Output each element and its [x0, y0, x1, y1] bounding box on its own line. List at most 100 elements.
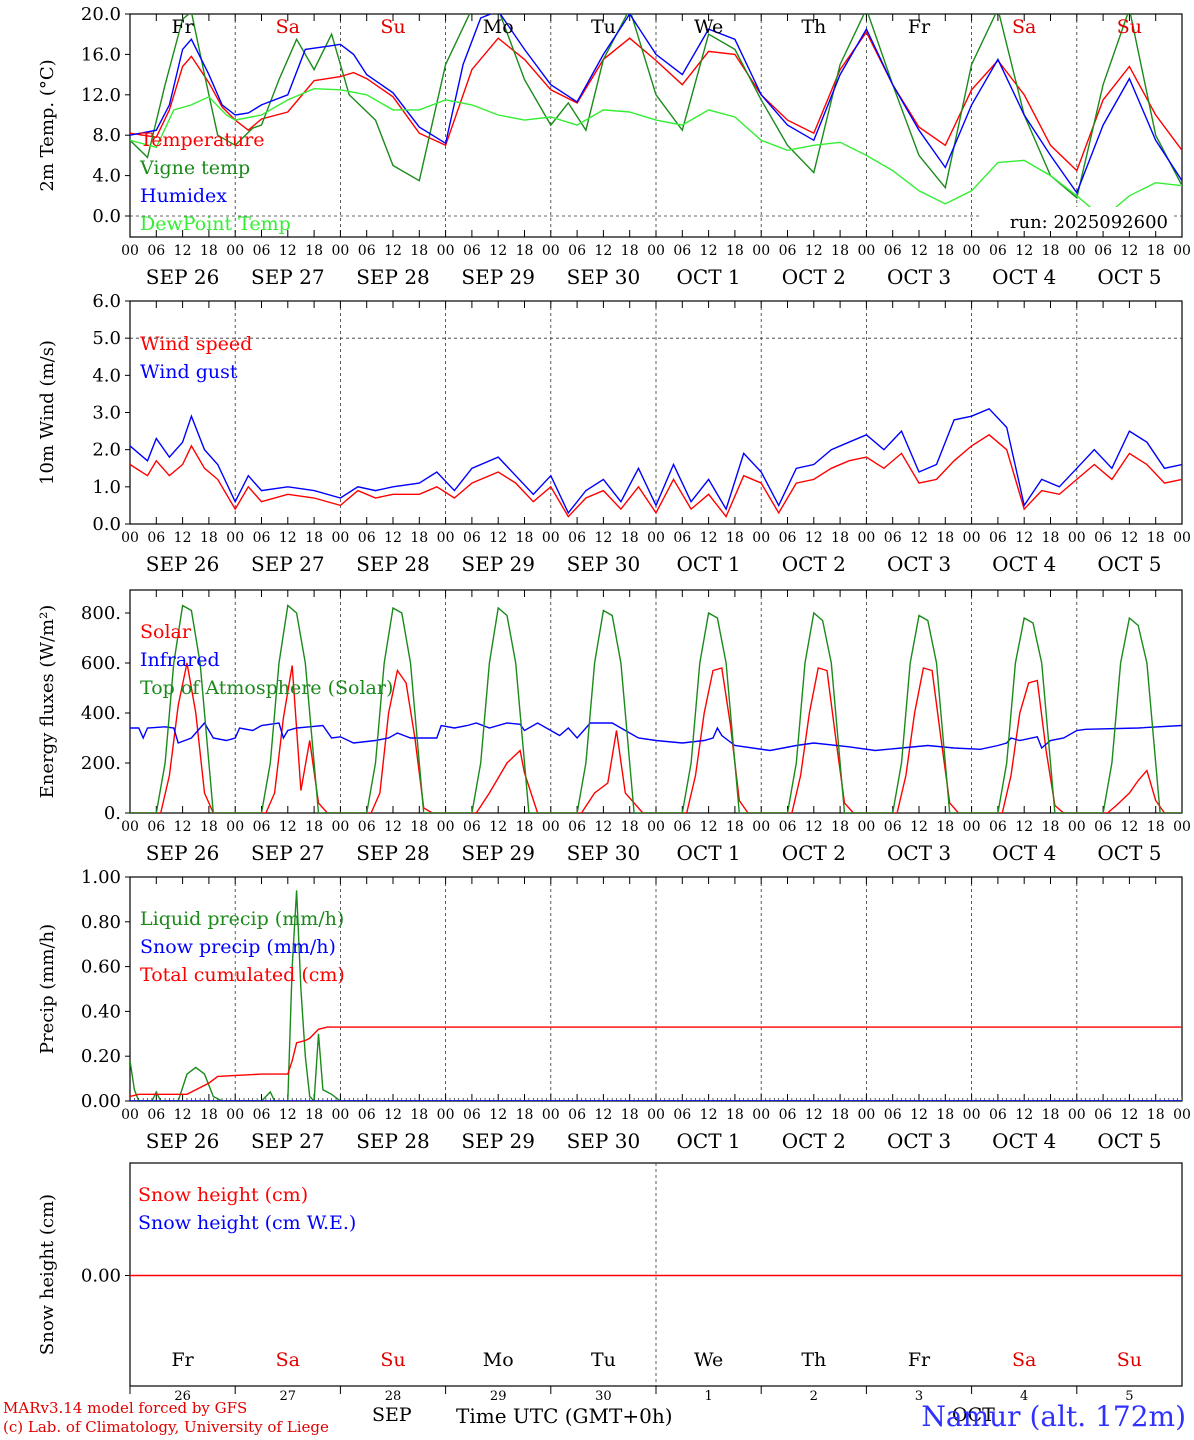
y-tick-label: 1.00	[81, 867, 121, 888]
hour-tick-label: 12	[1120, 1107, 1138, 1123]
hour-tick-label: 12	[279, 1107, 297, 1123]
hour-tick-label: 06	[253, 530, 271, 546]
hour-tick-label: 12	[594, 819, 612, 835]
run-annotation: run: 2025092600	[1010, 212, 1168, 233]
hour-tick-label: 18	[200, 819, 218, 835]
hour-tick-label: 00	[1068, 243, 1086, 259]
hour-tick-label: 12	[910, 1107, 928, 1123]
hour-tick-label: 00	[857, 530, 875, 546]
hour-tick-label: 06	[673, 243, 691, 259]
hour-tick-label: 12	[910, 530, 928, 546]
y-tick-label: 0.20	[81, 1046, 121, 1067]
hour-tick-label: 06	[673, 1107, 691, 1123]
bottom-month-sep: SEP	[372, 1404, 412, 1426]
date-label: OCT 2	[782, 841, 846, 865]
date-label: OCT 4	[992, 552, 1056, 576]
hour-tick-label: 00	[752, 530, 770, 546]
series-line-solar	[130, 662, 1182, 813]
hour-tick-label: 00	[647, 243, 665, 259]
bottom-month-oct: OCT	[952, 1404, 995, 1426]
hour-tick-label: 18	[305, 243, 323, 259]
hour-tick-label: 00	[121, 1107, 139, 1123]
panel-frame	[129, 589, 1183, 814]
hour-tick-label: 18	[726, 1107, 744, 1123]
date-label: OCT 4	[992, 1129, 1056, 1153]
day-number-label: 5	[1125, 1389, 1133, 1404]
hour-tick-label: 00	[542, 819, 560, 835]
hour-tick-label: 18	[936, 819, 954, 835]
hour-tick-label: 18	[1147, 819, 1165, 835]
hour-tick-label: 00	[331, 819, 349, 835]
y-axis-label: Energy fluxes (W/m²)	[37, 605, 58, 799]
hour-tick-label: 00	[331, 1107, 349, 1123]
hour-tick-label: 00	[1173, 1107, 1191, 1123]
hour-tick-label: 12	[594, 243, 612, 259]
hour-tick-label: 00	[542, 1107, 560, 1123]
hour-tick-label: 00	[437, 530, 455, 546]
hour-tick-label: 06	[989, 1107, 1007, 1123]
hour-tick-label: 06	[358, 1107, 376, 1123]
y-tick-label: 0.0	[92, 514, 121, 535]
y-tick-label: 0.80	[81, 912, 121, 933]
legend-entry: Total cumulated (cm)	[140, 964, 345, 986]
hour-tick-label: 06	[884, 1107, 902, 1123]
hour-tick-label: 12	[384, 243, 402, 259]
hour-tick-label: 00	[963, 243, 981, 259]
hour-tick-label: 12	[1120, 530, 1138, 546]
hour-tick-label: 06	[358, 243, 376, 259]
hour-tick-label: 18	[936, 243, 954, 259]
weekday-label: Tu	[591, 1349, 616, 1371]
legend-entry: Infrared	[140, 649, 220, 671]
hour-tick-label: 18	[936, 1107, 954, 1123]
hour-tick-label: 18	[410, 1107, 428, 1123]
panel-4	[125, 876, 1183, 1102]
date-label: OCT 2	[782, 552, 846, 576]
y-tick-label: 12.0	[81, 85, 121, 106]
hour-tick-label: 12	[279, 530, 297, 546]
day-number-label: 3	[915, 1389, 923, 1404]
hour-tick-label: 18	[726, 243, 744, 259]
hour-tick-label: 18	[831, 243, 849, 259]
hour-tick-label: 00	[226, 819, 244, 835]
hour-tick-label: 00	[121, 243, 139, 259]
hour-tick-label: 12	[910, 819, 928, 835]
weekday-label: Sa	[1012, 1349, 1036, 1371]
y-axis-label: Snow height (cm)	[37, 1194, 58, 1355]
hour-tick-label: 12	[489, 819, 507, 835]
hour-tick-label: 00	[437, 819, 455, 835]
legend-entry: Snow height (cm)	[138, 1184, 308, 1206]
date-label: SEP 28	[356, 1129, 430, 1153]
date-label: OCT 1	[677, 552, 741, 576]
date-label: SEP 29	[461, 1129, 535, 1153]
date-label: SEP 26	[146, 841, 220, 865]
legend-entry: Temperature	[140, 129, 264, 151]
date-label: SEP 29	[461, 841, 535, 865]
hour-tick-label: 00	[963, 819, 981, 835]
hour-tick-label: 06	[989, 243, 1007, 259]
hour-tick-label: 00	[1068, 1107, 1086, 1123]
hour-tick-label: 00	[857, 243, 875, 259]
hour-tick-label: 00	[647, 1107, 665, 1123]
y-tick-label: 2.0	[92, 440, 121, 461]
y-tick-label: 400.	[81, 703, 121, 724]
hour-tick-label: 00	[1173, 530, 1191, 546]
hour-tick-label: 12	[1015, 819, 1033, 835]
hour-tick-label: 06	[568, 243, 586, 259]
hour-tick-label: 12	[174, 819, 192, 835]
hour-tick-label: 18	[726, 530, 744, 546]
hour-tick-label: 18	[621, 1107, 639, 1123]
weekday-label: We	[694, 1349, 723, 1371]
hour-tick-label: 06	[147, 530, 165, 546]
hour-tick-label: 12	[805, 530, 823, 546]
series-line-total-cumulated-cm-	[130, 1025, 1182, 1098]
date-label: OCT 1	[677, 841, 741, 865]
hour-tick-label: 12	[384, 1107, 402, 1123]
panel-5	[125, 1162, 1183, 1394]
y-tick-label: 0.00	[81, 1266, 121, 1287]
day-number-label: 30	[595, 1389, 612, 1404]
date-label: OCT 3	[887, 265, 951, 289]
hour-tick-label: 06	[463, 243, 481, 259]
hour-tick-label: 00	[857, 819, 875, 835]
date-label: SEP 30	[567, 1129, 641, 1153]
